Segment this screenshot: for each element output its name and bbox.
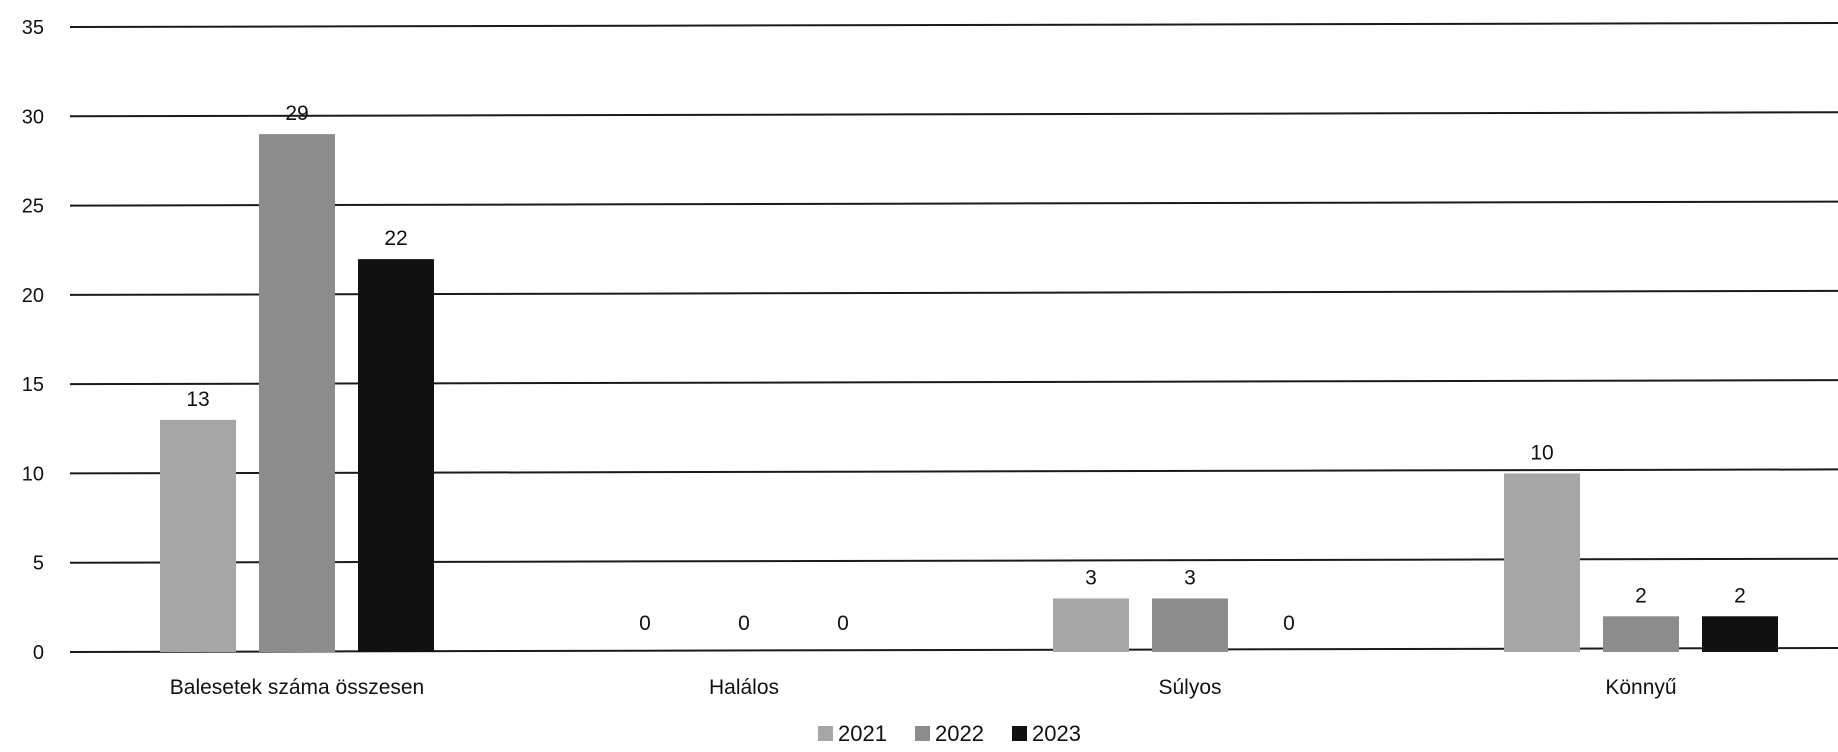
category-label: Halálos bbox=[709, 676, 779, 699]
data-label: 2 bbox=[1635, 584, 1647, 607]
bar-2023-3 bbox=[1702, 616, 1778, 652]
data-label: 29 bbox=[285, 102, 308, 125]
data-label: 2 bbox=[1734, 584, 1746, 607]
legend-label: 2022 bbox=[935, 721, 984, 746]
bar-2022-0 bbox=[259, 134, 335, 653]
gridline bbox=[69, 289, 1838, 296]
data-label: 0 bbox=[1283, 612, 1295, 635]
legend-label: 2023 bbox=[1032, 721, 1081, 746]
legend-swatch-2022 bbox=[915, 726, 930, 741]
bar-2023-0 bbox=[358, 259, 434, 652]
data-label: 0 bbox=[837, 612, 849, 635]
data-label: 0 bbox=[639, 612, 651, 635]
y-tick-label: 20 bbox=[22, 285, 44, 307]
data-label: 13 bbox=[186, 388, 209, 411]
y-tick-label: 0 bbox=[33, 642, 44, 664]
y-tick-label: 25 bbox=[22, 196, 44, 218]
bar-2021-3 bbox=[1504, 473, 1580, 652]
bar-2022-2 bbox=[1152, 598, 1228, 652]
y-tick-label: 5 bbox=[33, 553, 44, 575]
category-label: Könnyű bbox=[1605, 676, 1676, 699]
data-label: 10 bbox=[1530, 441, 1553, 464]
data-label: 22 bbox=[384, 227, 407, 250]
gridline bbox=[69, 468, 1838, 475]
category-label: Súlyos bbox=[1158, 676, 1221, 699]
bar-2021-0 bbox=[160, 419, 236, 652]
legend-label: 2021 bbox=[838, 721, 887, 746]
gridline bbox=[69, 111, 1838, 118]
y-tick-label: 10 bbox=[22, 463, 44, 485]
bar-2021-2 bbox=[1053, 598, 1129, 652]
legend-swatch-2023 bbox=[1012, 726, 1027, 741]
y-tick-label: 15 bbox=[22, 374, 44, 396]
gridline bbox=[69, 200, 1838, 207]
category-label: Balesetek száma összesen bbox=[170, 676, 424, 699]
x-axis-categories: Balesetek száma összesen Halálos Súlyos Kön… bbox=[170, 676, 1677, 699]
gridline bbox=[69, 22, 1838, 28]
gridline bbox=[69, 379, 1838, 386]
data-label: 3 bbox=[1184, 566, 1196, 589]
legend: 2021 2022 2023 bbox=[818, 721, 1081, 746]
legend-swatch-2021 bbox=[818, 726, 833, 741]
bar-2022-3 bbox=[1603, 616, 1679, 652]
data-label: 0 bbox=[738, 612, 750, 635]
y-tick-label: 35 bbox=[22, 17, 44, 39]
y-tick-label: 30 bbox=[22, 106, 44, 128]
y-axis-ticks: 0 5 10 15 20 25 30 35 bbox=[22, 17, 44, 664]
data-label: 3 bbox=[1085, 566, 1097, 589]
